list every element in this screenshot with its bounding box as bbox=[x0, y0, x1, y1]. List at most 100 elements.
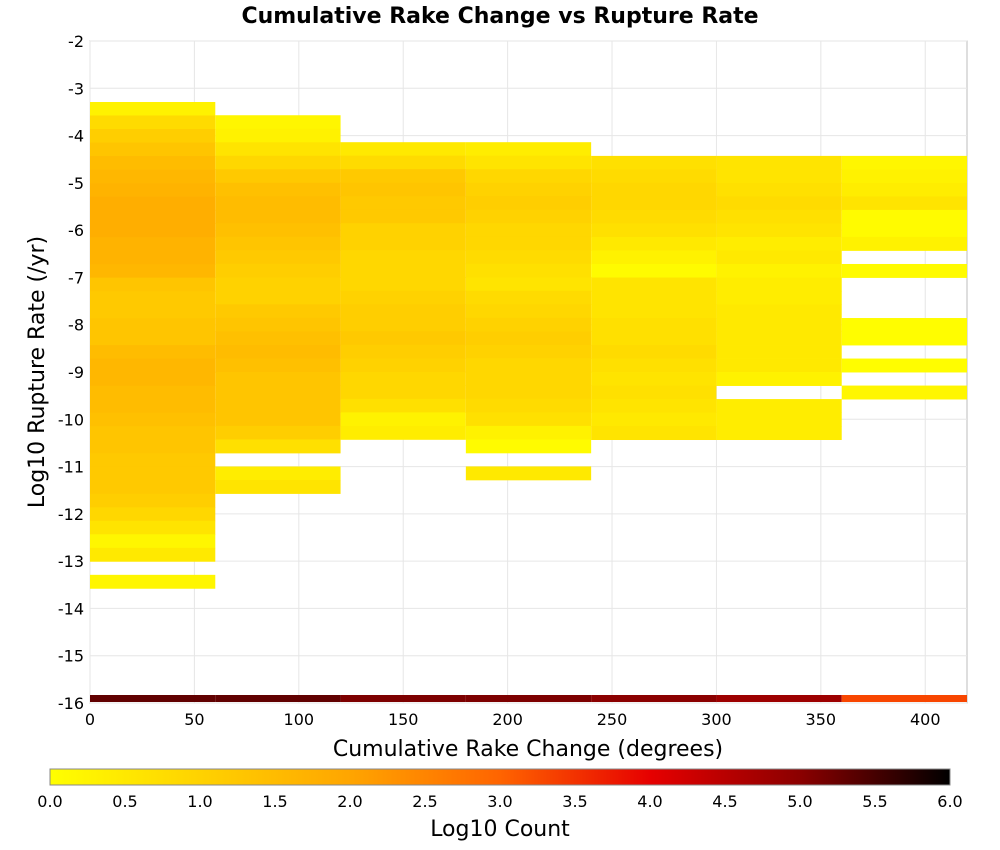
heatmap-cell bbox=[340, 223, 466, 238]
heatmap-cell bbox=[841, 331, 967, 346]
heatmap-cell bbox=[90, 372, 216, 387]
heatmap-cell bbox=[90, 101, 216, 116]
heatmap-cell bbox=[465, 358, 592, 373]
heatmap-cell bbox=[90, 210, 216, 224]
heatmap-cell bbox=[340, 358, 466, 373]
heatmap-cell bbox=[591, 331, 717, 346]
heatmap-cell bbox=[465, 466, 592, 481]
heatmap-cell bbox=[841, 169, 967, 184]
heatmap-cell bbox=[90, 480, 216, 495]
heatmap-cell bbox=[340, 425, 466, 440]
heatmap-cell bbox=[340, 169, 466, 184]
x-tick-label: 350 bbox=[806, 710, 837, 729]
y-tick-label: -9 bbox=[68, 363, 84, 382]
heatmap-cell bbox=[591, 277, 717, 292]
heatmap-cell bbox=[716, 358, 842, 373]
x-tick-label: 0 bbox=[85, 710, 95, 729]
y-axis-ticks: -2 -3 -4 -5 -6 -7 -8 -9 -10 -11 -12 -13 -14 -15 -16 bbox=[58, 32, 84, 713]
heatmap-cell bbox=[716, 399, 842, 413]
heatmap-cell bbox=[90, 493, 216, 508]
colorbar-tick-label: 6.0 bbox=[937, 792, 962, 811]
y-tick-label: -8 bbox=[68, 316, 84, 335]
heatmap-cell bbox=[340, 317, 466, 332]
heatmap-cell bbox=[465, 331, 592, 346]
heatmap-cell bbox=[716, 372, 842, 386]
heatmap-cell bbox=[215, 182, 341, 197]
heatmap-cell bbox=[340, 290, 466, 305]
heatmap-cell bbox=[465, 425, 592, 440]
y-tick-label: -7 bbox=[68, 268, 84, 287]
heatmap-cell bbox=[215, 209, 341, 224]
heatmap-cell bbox=[215, 358, 341, 373]
colorbar-tick-label: 0.5 bbox=[112, 792, 137, 811]
heatmap-cell bbox=[591, 223, 717, 238]
heatmap-cell bbox=[591, 695, 717, 702]
heatmap-cells bbox=[90, 101, 967, 702]
heatmap-cell bbox=[340, 412, 466, 427]
heatmap-cell bbox=[591, 358, 717, 373]
heatmap-cell bbox=[90, 547, 216, 562]
heatmap-cell bbox=[215, 115, 341, 130]
y-tick-label: -11 bbox=[58, 458, 84, 477]
heatmap-cell bbox=[215, 425, 341, 440]
heatmap-cell bbox=[841, 155, 967, 170]
heatmap-cell bbox=[90, 196, 216, 211]
x-tick-label: 200 bbox=[492, 710, 523, 729]
heatmap-cell bbox=[90, 358, 216, 373]
heatmap-cell bbox=[841, 358, 967, 373]
heatmap-cell bbox=[340, 263, 466, 278]
heatmap-cell bbox=[215, 344, 341, 359]
heatmap-cell bbox=[591, 209, 717, 224]
heatmap-cell bbox=[465, 182, 592, 197]
heatmap-cell bbox=[90, 250, 216, 265]
y-tick-label: -3 bbox=[68, 79, 84, 98]
y-tick-label: -10 bbox=[58, 410, 84, 429]
heatmap-cell bbox=[340, 196, 466, 211]
heatmap-cell bbox=[90, 399, 216, 414]
heatmap-cell bbox=[90, 237, 216, 252]
heatmap-cell bbox=[591, 345, 717, 359]
y-tick-label: -15 bbox=[58, 647, 84, 666]
heatmap-cell bbox=[465, 371, 592, 386]
heatmap-cell bbox=[716, 290, 842, 305]
colorbar-tick-label: 1.0 bbox=[187, 792, 212, 811]
heatmap-cell bbox=[465, 304, 592, 319]
colorbar-tick-label: 3.5 bbox=[562, 792, 587, 811]
heatmap-cell bbox=[215, 290, 341, 305]
heatmap-cell bbox=[215, 277, 341, 292]
heatmap-cell bbox=[465, 439, 592, 454]
colorbar-tick-label: 3.0 bbox=[487, 792, 512, 811]
heatmap-cell bbox=[215, 304, 341, 319]
y-tick-label: -12 bbox=[58, 505, 84, 524]
heatmap-cell bbox=[841, 182, 967, 197]
heatmap-cell bbox=[340, 304, 466, 319]
heatmap-cell bbox=[591, 250, 717, 265]
heatmap-cell bbox=[465, 263, 592, 278]
heatmap-cell bbox=[215, 250, 341, 265]
y-axis-title: Log10 Rupture Rate (/yr) bbox=[25, 236, 50, 508]
heatmap-cell bbox=[340, 155, 466, 170]
heatmap-cell bbox=[340, 236, 466, 251]
heatmap-cell bbox=[465, 695, 592, 702]
heatmap-cell bbox=[215, 412, 341, 427]
heatmap-cell bbox=[90, 183, 216, 197]
heatmap-cell bbox=[465, 250, 592, 265]
heatmap-cell bbox=[90, 695, 216, 702]
heatmap-cell bbox=[591, 304, 717, 319]
colorbar-title: Log10 Count bbox=[430, 817, 570, 842]
heatmap-cell bbox=[215, 142, 341, 157]
heatmap-cell bbox=[591, 385, 717, 400]
colorbar-tick-label: 5.5 bbox=[862, 792, 887, 811]
x-tick-label: 100 bbox=[284, 710, 315, 729]
y-tick-label: -6 bbox=[68, 221, 84, 240]
heatmap-cell bbox=[465, 317, 592, 332]
heatmap-cell bbox=[841, 318, 967, 332]
heatmap-cell bbox=[90, 466, 216, 481]
heatmap-cell bbox=[215, 695, 341, 702]
heatmap-cell bbox=[215, 317, 341, 332]
heatmap-cell bbox=[90, 156, 216, 170]
heatmap-cell bbox=[90, 142, 216, 157]
heatmap-cell bbox=[215, 196, 341, 211]
heatmap-cell bbox=[215, 385, 341, 400]
x-tick-label: 250 bbox=[597, 710, 628, 729]
